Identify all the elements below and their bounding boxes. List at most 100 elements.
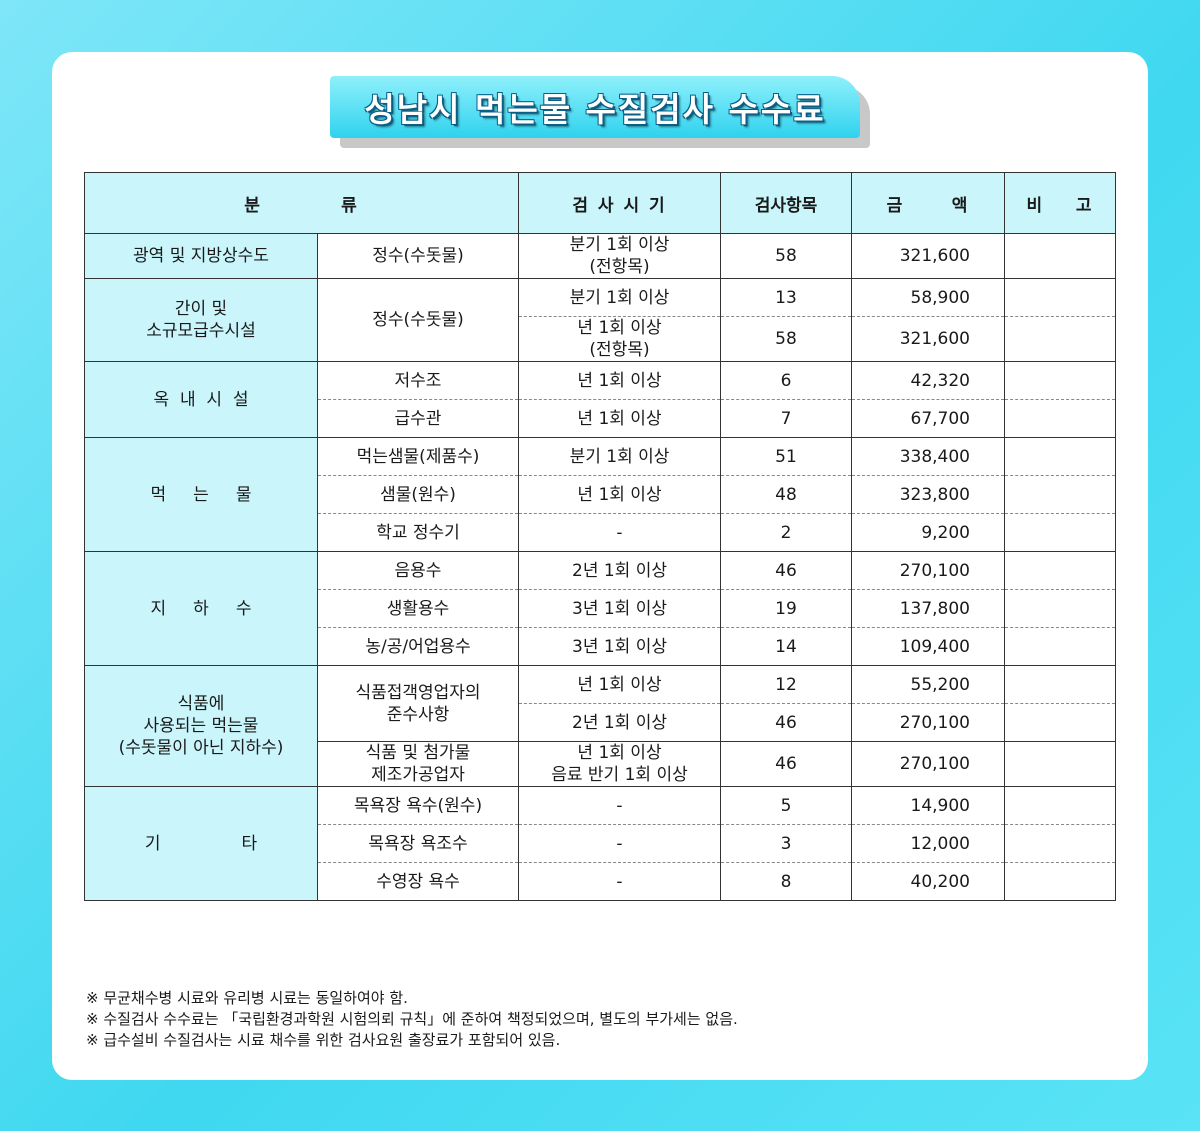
remark-cell xyxy=(1004,475,1116,514)
items-cell: 2 xyxy=(720,513,852,552)
amount-cell: 270,100 xyxy=(851,703,1005,742)
amount-cell: 55,200 xyxy=(851,665,1005,704)
subcategory-cell: 목욕장 욕조수 xyxy=(317,824,519,863)
page-title: 성남시 먹는물 수질검사 수수료 xyxy=(364,90,826,129)
amount-cell: 338,400 xyxy=(851,437,1005,476)
items-cell: 51 xyxy=(720,437,852,476)
header-amount: 금 액 xyxy=(851,172,1005,234)
table-row: 기 타 목욕장 욕수(원수) - 5 14,900 xyxy=(84,786,1116,901)
table-row: 광역 및 지방상수도 정수(수돗물) 분기 1회 이상 (전항목) 58 321,… xyxy=(84,233,1116,279)
subcategory-cell: 식품 및 첨가물 제조가공업자 xyxy=(317,741,519,787)
timing-cell: 년 1회 이상 xyxy=(518,475,721,514)
amount-cell: 270,100 xyxy=(851,551,1005,590)
amount-cell: 9,200 xyxy=(851,513,1005,552)
items-cell: 13 xyxy=(720,278,852,317)
items-cell: 58 xyxy=(720,233,852,279)
remark-cell xyxy=(1004,513,1116,552)
header-items: 검사항목 xyxy=(720,172,852,234)
table-row: 급수관 년 1회 이상 7 67,700 xyxy=(85,399,1116,438)
timing-cell: 2년 1회 이상 xyxy=(518,551,721,590)
timing-cell: 년 1회 이상 xyxy=(518,399,721,438)
category-cell: 먹 는 물 xyxy=(84,437,318,552)
amount-cell: 270,100 xyxy=(851,741,1005,787)
table-row: 학교 정수기 - 2 9,200 xyxy=(85,513,1116,552)
amount-cell: 323,800 xyxy=(851,475,1005,514)
items-cell: 19 xyxy=(720,589,852,628)
table-row: 먹 는 물 먹는샘물(제품수) 분기 1회 이상 51 338,400 xyxy=(84,437,1116,552)
footnote: ※ 무균채수병 시료와 유리병 시료는 동일하여야 함. xyxy=(86,989,408,1007)
items-cell: 7 xyxy=(720,399,852,438)
items-cell: 46 xyxy=(720,741,852,787)
timing-cell: 년 1회 이상 음료 반기 1회 이상 xyxy=(518,741,721,787)
table-row: 간이 및 소규모급수시설 정수(수돗물) 분기 1회 이상 13 58,900 xyxy=(84,278,1116,362)
amount-cell: 109,400 xyxy=(851,627,1005,666)
items-cell: 58 xyxy=(720,316,852,362)
timing-cell: 2년 1회 이상 xyxy=(518,703,721,742)
footnote: ※ 수질검사 수수료는 「국립환경과학원 시험의뢰 규칙」에 준하여 책정되었으… xyxy=(86,1010,738,1028)
category-cell: 광역 및 지방상수도 xyxy=(84,233,318,279)
subcategory-cell: 정수(수돗물) xyxy=(317,278,519,362)
remark-cell xyxy=(1004,627,1116,666)
remark-cell xyxy=(1004,316,1116,362)
remark-cell xyxy=(1004,741,1116,787)
table-row: 식품 및 첨가물 제조가공업자 년 1회 이상 음료 반기 1회 이상 46 270… xyxy=(85,741,1116,787)
amount-cell: 321,600 xyxy=(851,316,1005,362)
timing-cell: 년 1회 이상 xyxy=(518,361,721,400)
items-cell: 48 xyxy=(720,475,852,514)
category-cell: 지 하 수 xyxy=(84,551,318,666)
table-row: 목욕장 욕조수 - 3 12,000 xyxy=(85,824,1116,863)
amount-cell: 58,900 xyxy=(851,278,1005,317)
subcategory-cell: 학교 정수기 xyxy=(317,513,519,552)
footnotes: ※ 무균채수병 시료와 유리병 시료는 동일하여야 함. ※ 수질검사 수수료는… xyxy=(86,988,738,1051)
remark-cell xyxy=(1004,786,1116,825)
timing-cell: 분기 1회 이상 xyxy=(518,278,721,317)
remark-cell xyxy=(1004,399,1116,438)
table-row: 년 1회 이상 (전항목) 58 321,600 xyxy=(85,316,1116,362)
amount-cell: 42,320 xyxy=(851,361,1005,400)
table-row: 수영장 욕수 - 8 40,200 xyxy=(85,862,1116,901)
table-header-row: 분 류 검 사 시 기 검사항목 금 액 비 고 xyxy=(84,172,1116,234)
timing-cell: 년 1회 이상 (전항목) xyxy=(518,316,721,362)
footnote: ※ 급수설비 수질검사는 시료 채수를 위한 검사요원 출장료가 포함되어 있음… xyxy=(86,1031,561,1049)
subcategory-cell: 음용수 xyxy=(317,551,519,590)
remark-cell xyxy=(1004,551,1116,590)
remark-cell xyxy=(1004,824,1116,863)
remark-cell xyxy=(1004,703,1116,742)
amount-cell: 40,200 xyxy=(851,862,1005,901)
timing-cell: 분기 1회 이상 (전항목) xyxy=(518,233,721,279)
amount-cell: 137,800 xyxy=(851,589,1005,628)
timing-cell: 분기 1회 이상 xyxy=(518,437,721,476)
items-cell: 3 xyxy=(720,824,852,863)
category-cell: 기 타 xyxy=(84,786,318,901)
subcategory-cell: 저수조 xyxy=(317,361,519,400)
items-cell: 14 xyxy=(720,627,852,666)
subcategory-cell: 샘물(원수) xyxy=(317,475,519,514)
table-row: 옥 내 시 설 저수조 년 1회 이상 6 42,320 xyxy=(84,361,1116,438)
subcategory-cell: 식품접객영업자의 준수사항 xyxy=(317,665,519,742)
timing-cell: 3년 1회 이상 xyxy=(518,589,721,628)
amount-cell: 67,700 xyxy=(851,399,1005,438)
items-cell: 5 xyxy=(720,786,852,825)
table-row: 생활용수 3년 1회 이상 19 137,800 xyxy=(85,589,1116,628)
category-cell: 식품에 사용되는 먹는물 (수돗물이 아닌 지하수) xyxy=(84,665,318,787)
remark-cell xyxy=(1004,278,1116,317)
remark-cell xyxy=(1004,361,1116,400)
fee-table: 분 류 검 사 시 기 검사항목 금 액 비 고 광역 및 지방상수도 정수(수… xyxy=(84,172,1116,901)
amount-cell: 321,600 xyxy=(851,233,1005,279)
remark-cell xyxy=(1004,437,1116,476)
subcategory-cell: 수영장 욕수 xyxy=(317,862,519,901)
category-cell: 옥 내 시 설 xyxy=(84,361,318,438)
subcategory-cell: 정수(수돗물) xyxy=(317,233,519,279)
subcategory-cell: 농/공/어업용수 xyxy=(317,627,519,666)
timing-cell: 년 1회 이상 xyxy=(518,665,721,704)
header-timing: 검 사 시 기 xyxy=(518,172,721,234)
category-cell: 간이 및 소규모급수시설 xyxy=(84,278,318,362)
timing-cell: - xyxy=(518,862,721,901)
title-banner: 성남시 먹는물 수질검사 수수료 xyxy=(330,76,870,148)
items-cell: 46 xyxy=(720,551,852,590)
timing-cell: - xyxy=(518,824,721,863)
timing-cell: 3년 1회 이상 xyxy=(518,627,721,666)
table-row: 2년 1회 이상 46 270,100 xyxy=(85,703,1116,742)
amount-cell: 12,000 xyxy=(851,824,1005,863)
subcategory-cell: 먹는샘물(제품수) xyxy=(317,437,519,476)
